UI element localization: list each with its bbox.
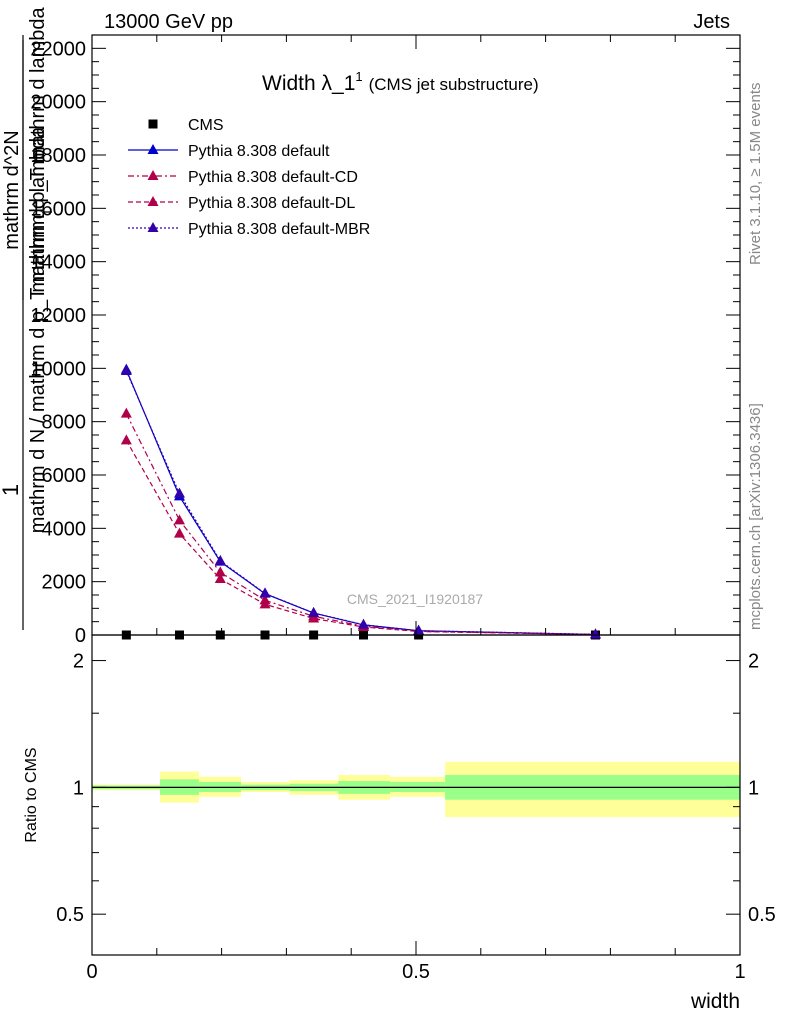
ratio-y-tick-label-right: 1 [748,777,759,799]
ylabel-subscript: T [40,208,55,216]
legend-label: Pythia 8.308 default-DL [188,195,355,212]
ratio-x-tick-label: 1 [734,961,745,983]
legend-entry: Pythia 8.308 default [128,143,330,160]
mcplots-label: mcplots.cern.ch [arXiv:1306.3436] [747,403,764,630]
ratio-y-tick-label: 1 [73,777,84,799]
legend-label: CMS [188,117,224,134]
ratio-y-tick-label-right: 2 [748,651,759,673]
chart-title: Width λ_11 (CMS jet substructure) [262,69,539,95]
legend-label: Pythia 8.308 default-MBR [188,221,370,238]
main-y-tick-label: 2000 [42,572,87,594]
ratio-x-ticks: 0 0.5 1 [86,35,745,983]
ratio-y-tick-label: 2 [73,651,84,673]
mc-data-point [121,365,132,375]
ylabel-numerator-one: 1 [0,484,23,496]
mc-data-point [174,488,185,498]
watermark: CMS_2021_I1920187 [347,591,483,607]
ratio-y-tick-label-right: 0.5 [748,904,776,926]
mc-data-point [121,408,132,418]
mc-data-point [413,625,424,635]
chart-title-superscript: 1 [355,69,362,84]
ratio-y-tick-label: 0.5 [56,904,84,926]
legend: CMS Pythia 8.308 default Pythia 8.308 defa… [128,117,370,238]
header-left: 13000 GeV pp [104,11,233,33]
chart-title-main: Width λ_1 [262,72,355,95]
mc-data-point [121,434,132,444]
cms-data-point [149,120,158,129]
ratio-x-tick-label: 0 [86,961,97,983]
mc-data-point [148,170,159,180]
ratio-panel: 0.5 0.51 12 2 0 0.5 1 Ratio to CMS [23,35,776,983]
plot-canvas: 13000 GeV pp Jets 0200040006000800010000… [0,0,786,1024]
mc-data-point [148,144,159,154]
header-right: Jets [693,11,730,33]
main-y-tick-label: 0 [75,625,86,647]
legend-label: Pythia 8.308 default-CD [188,169,358,186]
ratio-bands [92,762,740,817]
legend-entry: CMS [149,117,224,134]
ratio-x-tick-label: 0.5 [402,961,430,983]
ylabel-inner-denominator: mathrm d p_T mathrm d lambda [27,6,49,292]
x-axis-label: width [690,990,740,1013]
chart-subtitle: (CMS jet substructure) [369,75,539,94]
mc-data-point [148,196,159,206]
main-panel: 0200040006000800010000120001400016000180… [30,35,740,647]
mc-data-point [260,587,271,597]
ratio-ylabel: Ratio to CMS [23,747,40,842]
legend-entry: Pythia 8.308 default-CD [128,169,358,186]
rivet-label: Rivet 3.1.10, ≥ 1.5M events [747,83,764,266]
ylabel-inner-numerator: mathrm d^2N [1,130,23,249]
legend-entry: Pythia 8.308 default-MBR [128,221,370,238]
main-y-ticks: 0200040006000800010000120001400016000180… [30,35,740,647]
mc-data-point [148,222,159,232]
legend-label: Pythia 8.308 default [188,143,330,160]
mc-data-point [174,514,185,524]
mc-data-point [174,528,185,538]
legend-entry: Pythia 8.308 default-DL [128,195,355,212]
